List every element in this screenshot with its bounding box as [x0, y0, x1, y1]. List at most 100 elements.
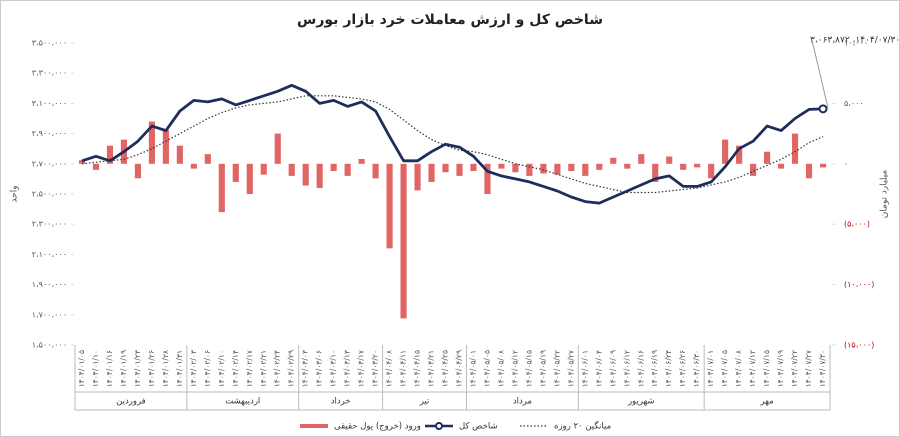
x-tick-label: ۱۴۰۴/۰۴/۲۹: [454, 350, 463, 387]
flow-bar: [414, 163, 421, 191]
flow-bar: [316, 163, 323, 188]
x-tick-label: ۱۴۰۴/۰۷/۱۵: [762, 350, 771, 387]
legend-label: شاخص کل: [459, 422, 498, 432]
y-tick-label: ۳،۱۰۰،۰۰۰: [32, 99, 67, 108]
flow-bar: [805, 163, 813, 179]
x-tick-label: ۱۴۰۴/۰۷/۳۰: [818, 350, 827, 387]
x-tick-label: ۱۴۰۴/۰۷/۱۲: [748, 350, 757, 387]
y2-tick-label: (۱۵،۰۰۰): [844, 341, 874, 350]
x-tick-label: ۱۴۰۴/۰۱/۲۳: [133, 350, 142, 387]
x-tick-label: ۱۴۰۴/۰۴/۲۱: [427, 350, 436, 387]
x-tick-label: ۱۴۰۴/۰۳/۱۷: [357, 350, 366, 387]
flow-bar: [372, 163, 379, 179]
x-tick-label: ۱۴۰۴/۰۷/۰۵: [720, 350, 729, 387]
x-tick-label: ۱۴۰۴/۰۳/۱۳: [343, 350, 352, 387]
x-tick-label: ۱۴۰۴/۰۶/۲۶: [678, 350, 687, 387]
legend-label: میانگین ۲۰ روزه: [554, 421, 611, 432]
y-tick-label: ۲،۹۰۰،۰۰۰: [32, 129, 67, 138]
x-tick-label: ۱۴۰۴/۰۳/۲۰: [371, 350, 380, 387]
index-last-point: [818, 104, 828, 114]
flow-bar: [400, 163, 407, 319]
x-tick-label: ۱۴۰۴/۰۶/۱۶: [636, 350, 645, 387]
flow-bar: [232, 163, 239, 182]
flow-bar: [218, 163, 225, 213]
x-tick-label: ۱۴۰۴/۰۶/۰۴: [594, 350, 603, 387]
flow-bar: [736, 145, 743, 164]
x-tick-label: ۱۴۰۴/۰۱/۲۶: [147, 350, 156, 387]
x-tick-label: ۱۴۰۴/۰۶/۳۰: [692, 350, 701, 387]
x-tick-label: ۱۴۰۴/۰۶/۰۱: [580, 350, 589, 387]
month-label: مرداد: [513, 397, 532, 407]
y2-tick-label: (۵،۰۰۰): [844, 220, 870, 229]
x-tick-label: ۱۴۰۴/۰۷/۲۷: [804, 350, 813, 387]
x-tick-label: ۱۴۰۴/۰۴/۱۱: [399, 350, 408, 387]
legend-swatch-marker: [435, 422, 443, 430]
index-line: [81, 83, 824, 205]
flow-bar: [512, 163, 519, 173]
flow-bar: [722, 139, 729, 164]
x-tick-label: ۱۴۰۴/۰۶/۰۹: [608, 350, 617, 387]
flow-bar: [470, 163, 477, 172]
y2-tick-label: ۵،۰۰۰: [844, 99, 864, 108]
flow-bar: [428, 163, 435, 182]
x-tick-label: ۱۴۰۴/۰۲/۱۴: [231, 350, 240, 387]
flow-bar: [819, 163, 827, 168]
flow-bar: [750, 163, 757, 176]
flow-bar: [666, 156, 673, 164]
month-label: اردیبهشت: [225, 397, 260, 407]
legend-label: ورود (خروج) پول حقیقی: [334, 422, 421, 432]
x-tick-label: ۱۴۰۴/۰۴/۱۵: [413, 350, 422, 387]
x-tick-label: ۱۴۰۴/۰۲/۰۶: [203, 350, 212, 387]
y-tick-label: ۲،۵۰۰،۰۰۰: [32, 190, 67, 199]
flow-bar: [344, 163, 351, 176]
x-tick-label: ۱۴۰۴/۰۵/۱۵: [524, 350, 533, 387]
flow-bar: [764, 151, 771, 164]
x-tick-label: ۱۴۰۴/۰۴/۰۸: [385, 350, 394, 387]
x-tick-label: ۱۴۰۴/۰۳/۰۳: [301, 350, 310, 387]
x-tick-label: ۱۴۰۴/۰۱/۰۵: [77, 350, 86, 387]
flow-bar: [106, 145, 114, 164]
y-tick-label: ۱،۵۰۰،۰۰۰: [32, 341, 67, 350]
x-tick-label: ۱۴۰۴/۰۱/۱۶: [105, 350, 114, 387]
y2-tick-label: ۰: [844, 159, 848, 168]
flow-bar: [652, 163, 659, 182]
y2-tick-label: (۱۰،۰۰۰): [844, 280, 874, 289]
y-tick-label: ۲،۷۰۰،۰۰۰: [32, 159, 67, 168]
month-label: تیر: [419, 397, 430, 407]
x-tick-label: ۱۴۰۴/۰۲/۱۷: [245, 350, 254, 387]
flow-bar: [442, 163, 449, 173]
y-tick-label: ۲،۳۰۰،۰۰۰: [32, 220, 67, 229]
x-tick-label: ۱۴۰۴/۰۱/۲۸: [161, 350, 170, 387]
x-tick-label: ۱۴۰۴/۰۵/۰۱: [468, 350, 477, 387]
annotation: مهر ۱۴۰۴/۰۷/۳۰، ۳،۰۶۳،۸۷۲: [810, 36, 900, 46]
flow-bar: [176, 145, 183, 164]
y2-tick-label: ۱۰،۰۰۰: [844, 39, 868, 48]
month-label: فروردین: [116, 397, 146, 407]
flow-bar: [190, 163, 197, 169]
flow-bar: [526, 163, 533, 176]
flow-bar: [386, 163, 393, 249]
x-tick-label: ۱۴۰۴/۰۷/۰۸: [734, 350, 743, 387]
y-tick-label: ۱،۹۰۰،۰۰۰: [32, 280, 67, 289]
y-tick-label: ۳،۵۰۰،۰۰۰: [32, 39, 67, 48]
y-axis-label: واحد: [10, 185, 20, 202]
flow-bar: [484, 163, 491, 194]
x-tick-label: ۱۴۰۴/۰۷/۰۱: [706, 350, 715, 387]
y2-axis-label: میلیارد تومان: [880, 170, 890, 219]
flow-bar: [330, 163, 337, 172]
month-label: مهر: [759, 397, 773, 407]
flow-bar: [260, 163, 267, 175]
flow-bar: [92, 163, 100, 170]
month-label: شهریور: [627, 397, 655, 407]
x-tick-label: ۱۴۰۴/۰۷/۲۲: [790, 350, 799, 387]
flow-bar: [582, 163, 589, 176]
x-tick-label: ۱۴۰۴/۰۵/۱۹: [538, 350, 547, 387]
x-tick-label: ۱۴۰۴/۰۶/۲۴: [664, 350, 673, 387]
x-tick-label: ۱۴۰۴/۰۱/۱۰: [91, 350, 100, 387]
x-tick-label: ۱۴۰۴/۰۷/۱۹: [776, 350, 785, 387]
y-tick-label: ۱،۷۰۰،۰۰۰: [32, 310, 67, 319]
y-tick-label: ۲،۱۰۰،۰۰۰: [32, 250, 67, 259]
x-tick-label: ۱۴۰۴/۰۲/۱۰: [217, 350, 226, 387]
